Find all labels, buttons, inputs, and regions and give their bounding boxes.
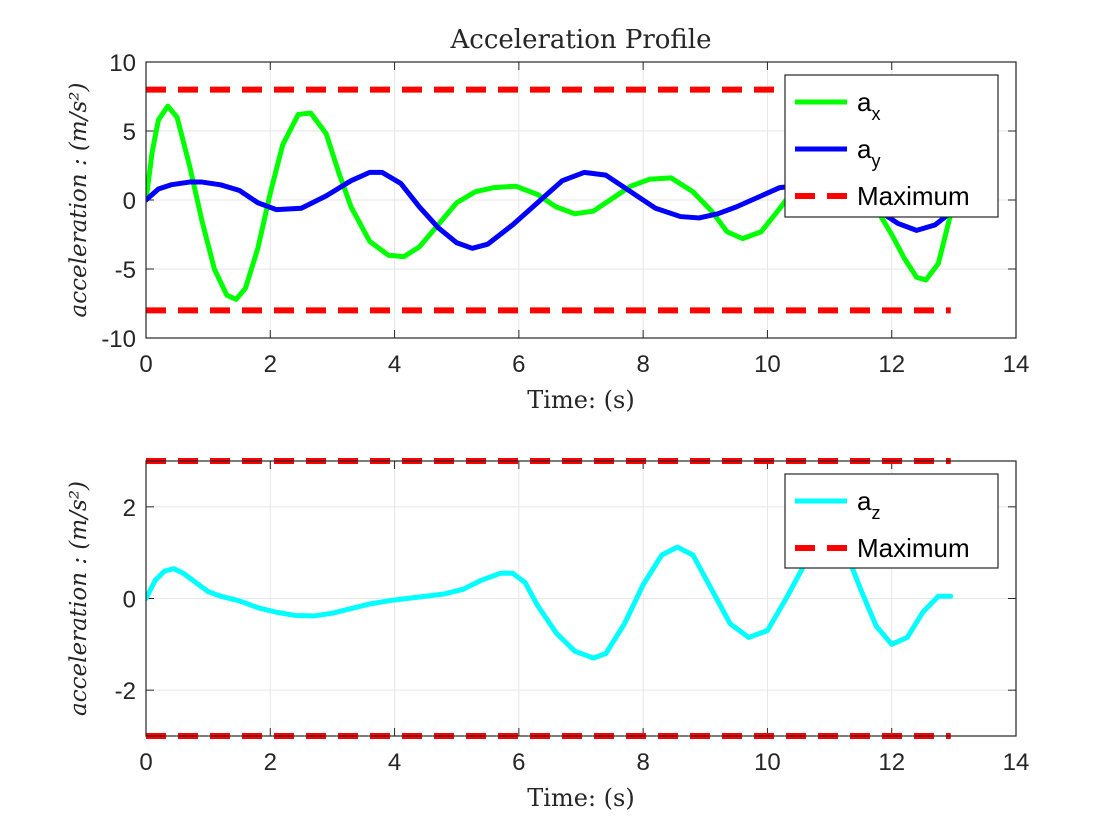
- x-tick-label: 2: [264, 351, 277, 378]
- legend-label-main: a: [857, 134, 872, 164]
- legend-label: Maximum: [857, 533, 970, 563]
- y-tick-label: -2: [115, 678, 136, 705]
- x-tick-label: 10: [754, 749, 781, 776]
- legend-label-main: a: [857, 486, 872, 516]
- x-tick-label: 8: [636, 749, 649, 776]
- x-tick-label: 8: [636, 351, 649, 378]
- x-tick-label: 4: [388, 749, 401, 776]
- legend-label: Maximum: [857, 181, 970, 211]
- x-axis-label: Time: (s): [527, 784, 634, 812]
- y-tick-label: 5: [123, 119, 136, 146]
- legend-label: az: [857, 486, 880, 523]
- x-tick-label: 2: [264, 749, 277, 776]
- x-tick-label: 12: [878, 351, 905, 378]
- x-tick-label: 14: [1003, 351, 1030, 378]
- x-tick-label: 0: [139, 749, 152, 776]
- x-tick-label: 4: [388, 351, 401, 378]
- y-axis-label: acceleration : (m/s²): [66, 481, 92, 716]
- x-tick-label: 6: [512, 749, 525, 776]
- legend-label: ax: [857, 87, 880, 124]
- legend-label-subscript: y: [871, 151, 880, 171]
- y-tick-label: 10: [109, 50, 136, 77]
- x-axis-label: Time: (s): [527, 386, 634, 414]
- x-tick-label: 6: [512, 351, 525, 378]
- y-axis-label: acceleration : (m/s²): [66, 83, 92, 318]
- bottom-subplot: 0 2 4 6 8 10 12 14 -2 0 2 Time: (s) acceleration : (…: [66, 458, 1030, 812]
- axes-frame: [145, 460, 1017, 737]
- legend-label-main: Maximum: [857, 533, 970, 563]
- x-tick-label: 12: [878, 749, 905, 776]
- axes-frame: [145, 61, 1017, 339]
- legend-label-main: Maximum: [857, 181, 970, 211]
- x-tick-label: 10: [754, 351, 781, 378]
- legend-label-subscript: x: [871, 104, 880, 124]
- y-tick-label: -5: [115, 257, 136, 284]
- y-tick-label: -10: [101, 326, 136, 353]
- x-tick-label: 14: [1003, 749, 1030, 776]
- x-tick-label: 0: [139, 351, 152, 378]
- legend-label: ay: [857, 134, 880, 171]
- legend-box: [784, 473, 999, 569]
- y-tick-label: 0: [123, 188, 136, 215]
- y-tick-label: 0: [123, 587, 136, 614]
- chart-title: Acceleration Profile: [450, 25, 712, 55]
- top-subplot: 0 2 4 6 8 10 12 14 -10 -5 0 5 10 Acceleration Profile…: [66, 25, 1029, 414]
- legend: az Maximum: [784, 473, 999, 569]
- y-tick-label: 2: [123, 495, 136, 522]
- legend-label-main: a: [857, 87, 872, 117]
- legend-box: [784, 74, 999, 218]
- legend-label-subscript: z: [871, 503, 880, 523]
